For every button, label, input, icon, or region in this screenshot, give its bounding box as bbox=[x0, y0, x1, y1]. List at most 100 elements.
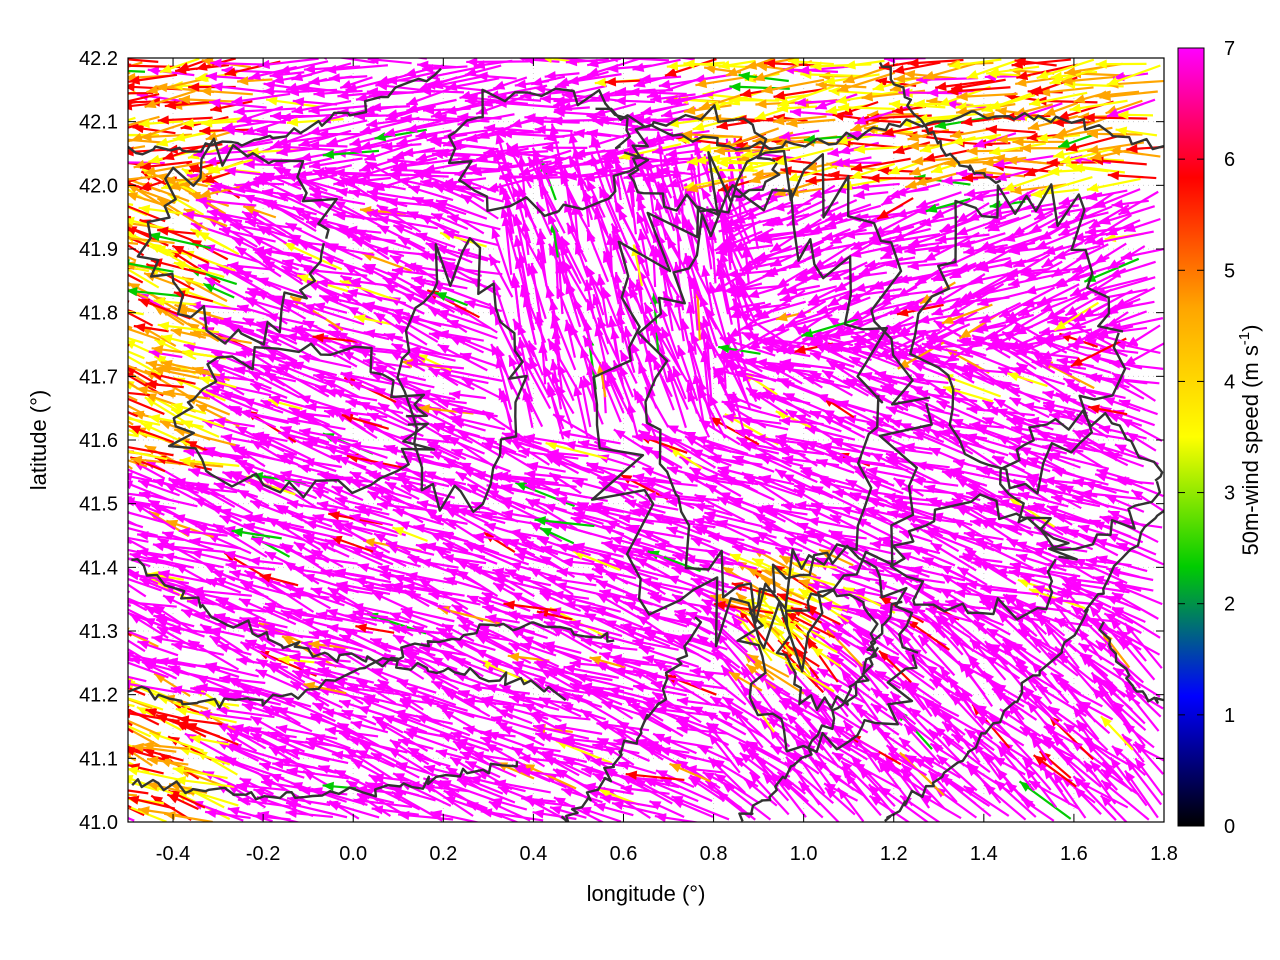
wind-arrow bbox=[436, 704, 496, 722]
wind-arrow bbox=[887, 654, 925, 679]
wind-arrow bbox=[277, 735, 335, 747]
wind-arrow bbox=[1100, 768, 1140, 796]
wind-arrow bbox=[463, 696, 512, 707]
wind-arrow bbox=[558, 692, 603, 708]
wind-arrow bbox=[1005, 781, 1036, 808]
wind-arrow bbox=[885, 744, 915, 769]
wind-arrow bbox=[322, 680, 374, 698]
wind-arrow bbox=[209, 626, 245, 638]
wind-arrow bbox=[749, 771, 790, 816]
wind-arrow bbox=[819, 479, 870, 494]
y-tick-label: 41.5 bbox=[79, 494, 118, 516]
wind-arrow bbox=[128, 146, 135, 150]
wind-arrow bbox=[677, 716, 718, 733]
wind-arrow bbox=[128, 420, 134, 426]
wind-arrow bbox=[876, 692, 913, 712]
wind-arrow bbox=[128, 805, 167, 822]
wind-arrow bbox=[882, 634, 915, 668]
wind-arrow bbox=[397, 714, 457, 739]
wind-arrow bbox=[829, 772, 864, 797]
wind-arrow bbox=[508, 642, 560, 668]
wind-arrow bbox=[174, 776, 235, 788]
wind-arrow bbox=[620, 784, 670, 795]
wind-arrow bbox=[418, 694, 468, 712]
wind-arrow bbox=[128, 697, 164, 711]
wind-arrow bbox=[635, 707, 684, 738]
wind-arrow bbox=[285, 808, 333, 819]
wind-arrow bbox=[490, 797, 528, 811]
wind-arrow bbox=[1050, 672, 1082, 695]
wind-arrow bbox=[204, 808, 251, 820]
wind-arrow bbox=[1094, 676, 1133, 711]
wind-arrow bbox=[308, 630, 348, 643]
wind-arrow bbox=[1118, 637, 1156, 681]
wind-arrow bbox=[128, 553, 130, 556]
x-tick-label: 1.0 bbox=[790, 843, 818, 865]
y-tick-label: 42.1 bbox=[79, 112, 118, 134]
wind-arrow bbox=[899, 751, 945, 797]
y-tick-label: 41.3 bbox=[79, 621, 118, 643]
wind-arrow bbox=[900, 763, 945, 810]
wind-arrow bbox=[840, 760, 882, 802]
wind-arrow bbox=[171, 641, 225, 656]
wind-arrow bbox=[128, 793, 138, 797]
colorbar-title-sup: -1 bbox=[1236, 332, 1253, 345]
wind-arrow bbox=[396, 679, 437, 694]
colorbar-title-main: 50m-wind speed (m s bbox=[1238, 345, 1263, 555]
wind-arrow bbox=[580, 637, 621, 649]
wind-arrow bbox=[840, 739, 889, 766]
wind-arrow bbox=[549, 805, 587, 819]
wind-arrow bbox=[227, 806, 273, 822]
wind-arrow bbox=[229, 743, 288, 764]
wind-arrow bbox=[876, 609, 928, 637]
wind-arrow bbox=[887, 752, 928, 777]
wind-arrow bbox=[128, 58, 159, 64]
x-tick-label: 1.4 bbox=[970, 843, 998, 865]
wind-arrow bbox=[239, 641, 277, 662]
wind-arrow bbox=[308, 691, 343, 709]
wind-arrow bbox=[1134, 757, 1164, 796]
wind-arrow bbox=[689, 774, 742, 810]
colorbar-tick-label: 5 bbox=[1224, 260, 1235, 282]
wind-arrow bbox=[496, 708, 533, 725]
wind-arrow bbox=[799, 687, 832, 707]
wind-arrow bbox=[532, 809, 577, 821]
wind-arrow bbox=[625, 770, 685, 782]
wind-arrow bbox=[146, 755, 189, 766]
wind-arrow bbox=[128, 215, 132, 219]
wind-arrow bbox=[560, 787, 603, 804]
wind-arrow bbox=[1112, 666, 1161, 698]
wind-arrow bbox=[643, 701, 701, 732]
wind-arrow bbox=[128, 754, 137, 762]
wind-arrow bbox=[781, 778, 810, 803]
wind-arrow bbox=[1032, 754, 1078, 788]
wind-arrow bbox=[219, 674, 266, 685]
wind-arrow bbox=[512, 660, 558, 677]
x-tick-label: 1.2 bbox=[880, 843, 908, 865]
y-tick-label: 41.0 bbox=[79, 812, 118, 834]
wind-arrow bbox=[562, 734, 624, 746]
wind-arrow bbox=[963, 785, 1010, 817]
wind-arrow bbox=[341, 709, 377, 726]
wind-arrow bbox=[1089, 760, 1118, 791]
wind-arrow bbox=[1078, 780, 1129, 809]
x-tick-label: 0.8 bbox=[700, 843, 728, 865]
wind-arrow bbox=[534, 732, 594, 753]
wind-arrow bbox=[1120, 247, 1164, 261]
colorbar-tick-label: 7 bbox=[1224, 38, 1235, 60]
wind-arrow bbox=[986, 627, 1027, 652]
wind-arrow bbox=[128, 789, 149, 795]
wind-arrow bbox=[590, 757, 628, 768]
wind-arrow bbox=[713, 772, 760, 804]
colorbar-tick-label: 0 bbox=[1224, 816, 1235, 838]
wind-arrow bbox=[128, 806, 145, 817]
wind-arrow bbox=[128, 603, 132, 608]
wind-arrow bbox=[1111, 745, 1146, 777]
wind-arrow bbox=[882, 540, 929, 553]
wind-arrow bbox=[397, 737, 434, 750]
wind-arrow bbox=[128, 795, 176, 810]
wind-arrow bbox=[128, 743, 133, 748]
wind-arrow bbox=[611, 800, 667, 817]
wind-arrow bbox=[1103, 612, 1142, 634]
wind-arrow bbox=[899, 552, 943, 569]
